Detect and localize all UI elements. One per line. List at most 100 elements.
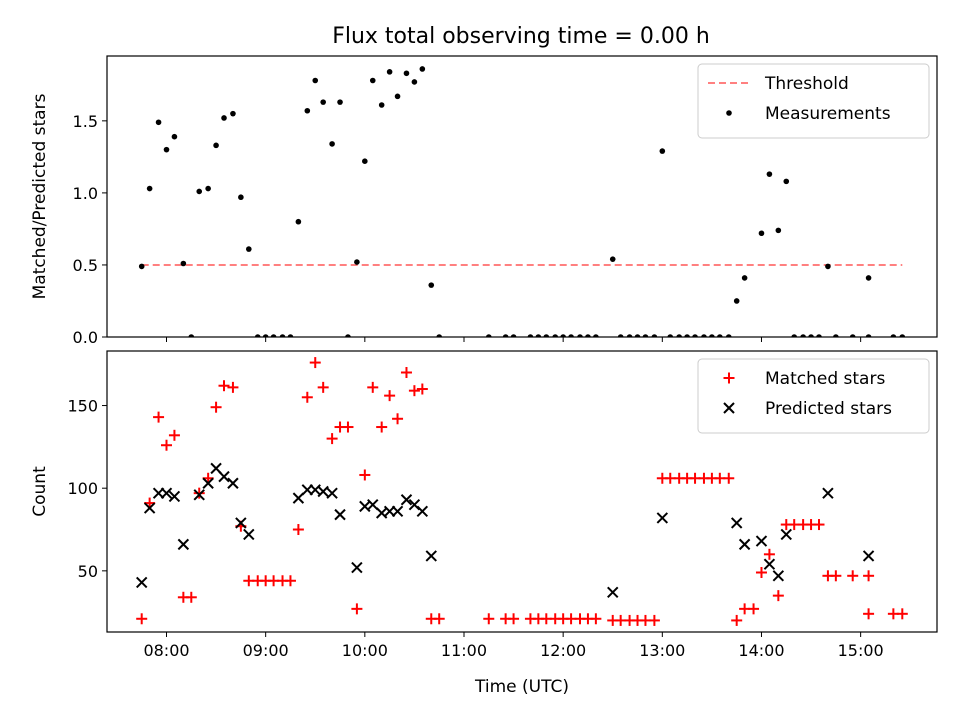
- y-tick-label: 150: [67, 397, 98, 416]
- predicted-star-point: [160, 487, 173, 499]
- measurement-point: [543, 334, 550, 337]
- measurement-point: [213, 142, 219, 149]
- x-tick-label: 15:00: [838, 641, 884, 660]
- measurement-point: [783, 178, 790, 185]
- matched-star-point: [748, 603, 760, 615]
- matched-star-point: [483, 613, 495, 625]
- measurement-point: [345, 334, 351, 337]
- measurement-point: [270, 334, 277, 337]
- matched-star-point: [351, 603, 363, 615]
- matched-star-point: [723, 472, 735, 484]
- x-tick-label: 12:00: [540, 641, 586, 660]
- figure-title: Flux total observing time = 0.00 h: [332, 24, 710, 49]
- legend-predicted-swatch: [723, 402, 735, 414]
- measurement-point: [411, 79, 418, 85]
- measurement-point: [304, 107, 311, 114]
- measurement-point: [535, 334, 542, 337]
- measurement-point: [221, 115, 227, 121]
- matched-star-point: [813, 519, 825, 531]
- matched-star-point: [168, 429, 180, 441]
- y-tick-label: 0.0: [73, 328, 98, 347]
- legend: Matched stars Predicted stars: [697, 358, 930, 434]
- measurement-point: [617, 334, 624, 337]
- measurement-point: [419, 66, 426, 72]
- legend-label: Matched stars: [765, 369, 885, 389]
- measurement-point: [403, 70, 410, 77]
- measurement-point: [254, 334, 261, 337]
- predicted-star-point: [425, 550, 437, 562]
- measurement-point: [709, 334, 715, 337]
- matched-star-point: [326, 433, 338, 445]
- predicted-star-point: [862, 550, 875, 562]
- measurement-point: [155, 119, 162, 126]
- measurement-point: [899, 334, 906, 337]
- matched-star-point: [755, 566, 767, 578]
- y-tick-label: 1.5: [73, 112, 98, 131]
- measurement-point: [138, 263, 145, 270]
- matched-star-point: [359, 469, 371, 481]
- measurement-point: [651, 334, 658, 337]
- matched-star-point: [317, 381, 329, 393]
- measurement-point: [766, 171, 773, 177]
- measurement-point: [717, 334, 723, 337]
- measurement-point: [825, 263, 831, 270]
- measurement-point: [725, 334, 732, 337]
- predicted-star-point: [143, 502, 156, 514]
- matched-star-point: [648, 614, 660, 626]
- predicted-star-point: [292, 492, 305, 504]
- measurement-point: [238, 194, 244, 201]
- measurement-point: [758, 230, 765, 237]
- y-tick-label: 100: [67, 479, 98, 498]
- plot-area: [136, 357, 908, 626]
- predicted-star-point: [755, 535, 768, 547]
- measurement-point: [560, 334, 566, 337]
- measurement-point: [295, 218, 302, 225]
- y-axis-label: Matched/Predicted stars: [30, 93, 50, 299]
- measurement-point: [741, 275, 748, 281]
- measurement-point: [890, 334, 897, 337]
- predicted-star-point: [780, 528, 792, 541]
- predicted-star-point: [168, 490, 181, 503]
- measurement-point: [337, 99, 343, 105]
- predicted-star-point: [822, 487, 834, 499]
- measurement-point: [808, 334, 814, 337]
- predicted-star-point: [400, 494, 413, 506]
- axes-frame: [106, 350, 938, 633]
- measurement-point: [684, 334, 690, 337]
- predicted-star-point: [218, 470, 230, 483]
- predicted-star-point: [367, 499, 379, 511]
- measurement-point: [800, 334, 806, 337]
- x-tick-label: 09:00: [243, 641, 289, 660]
- measurement-point: [833, 334, 839, 337]
- plot-area: [138, 66, 906, 337]
- measurement-point: [428, 282, 435, 288]
- measurement-point: [659, 148, 666, 154]
- measurement-point: [527, 334, 534, 337]
- measurement-point: [485, 334, 492, 337]
- predicted-star-point: [391, 505, 404, 518]
- matched-star-point: [863, 570, 875, 582]
- axes-frame: [106, 55, 938, 338]
- measurement-point: [502, 334, 509, 337]
- matched-star-point: [392, 413, 404, 425]
- measurement-point: [146, 185, 153, 192]
- matched-star-point: [384, 390, 396, 402]
- x-tick-label: 11:00: [441, 641, 487, 660]
- matched-star-point: [210, 401, 222, 413]
- matched-star-point: [830, 570, 842, 582]
- legend-matched-swatch: [723, 372, 735, 384]
- measurement-point: [676, 334, 682, 337]
- predicted-star-point: [772, 570, 785, 582]
- measurement-point: [196, 188, 203, 195]
- measurement-point: [634, 334, 641, 337]
- x-tick-label: 13:00: [639, 641, 685, 660]
- legend-measurement-swatch: [726, 110, 732, 116]
- measurement-point: [577, 334, 583, 337]
- measurement-point: [246, 246, 252, 252]
- predicted-star-point: [243, 528, 255, 541]
- x-tick-label: 08:00: [143, 641, 189, 660]
- matched-star-point: [185, 591, 197, 603]
- measurement-point: [180, 260, 187, 267]
- predicted-star-point: [607, 586, 619, 599]
